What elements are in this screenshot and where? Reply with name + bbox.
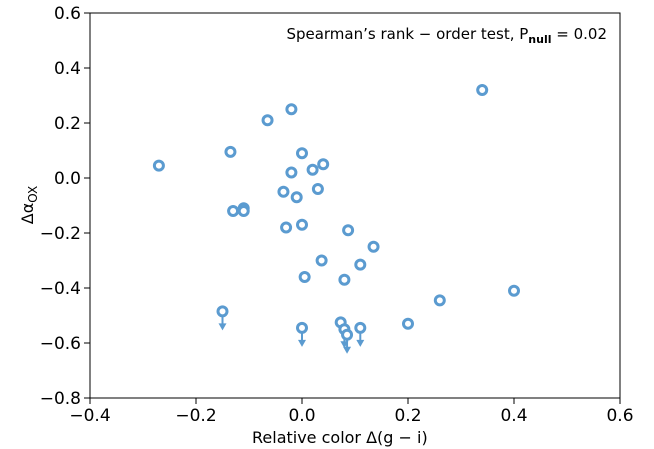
point	[476, 84, 489, 96]
point	[280, 221, 293, 234]
point	[298, 271, 311, 283]
x-axis-label: Relative color Δ(g − i)	[252, 428, 428, 447]
point	[342, 224, 355, 237]
y-tick-label: −0.8	[40, 389, 81, 409]
point	[338, 273, 351, 286]
point	[285, 103, 298, 116]
point	[296, 321, 308, 334]
annotation: Spearman’s rank − order test, Pnull = 0.…	[286, 25, 607, 46]
x-tick-label: 0.4	[500, 406, 527, 426]
y-tick-label: 0.6	[54, 4, 81, 24]
point	[296, 147, 308, 160]
point	[367, 240, 380, 253]
point	[216, 305, 229, 318]
point	[237, 205, 250, 217]
x-tick-label: −0.4	[69, 406, 110, 426]
y-tick-label: 0.4	[54, 59, 81, 79]
point	[261, 114, 274, 127]
upper-limit-arrowhead	[356, 339, 365, 347]
point	[433, 294, 446, 307]
y-tick-label: 0.0	[54, 169, 81, 189]
point	[341, 328, 354, 341]
point	[227, 205, 240, 217]
point	[354, 258, 367, 271]
point	[306, 163, 319, 176]
point	[296, 218, 308, 231]
point	[290, 191, 303, 204]
point	[224, 145, 237, 158]
x-tick-label: 0.6	[606, 406, 633, 426]
y-tick-label: −0.4	[40, 279, 81, 299]
annotation-rest: = 0.02	[551, 25, 607, 43]
y-tick-label: −0.6	[40, 334, 81, 354]
point	[402, 317, 414, 330]
point	[317, 158, 330, 171]
x-tick-label: 0.0	[288, 406, 315, 426]
y-tick-label: 0.2	[54, 114, 81, 134]
point	[354, 321, 367, 334]
point	[311, 183, 324, 195]
upper-limit-arrowhead	[218, 323, 227, 331]
x-tick-label: −0.2	[175, 406, 216, 426]
point	[508, 284, 520, 297]
y-label-main: Δα	[18, 203, 37, 225]
annotation-sub: null	[528, 33, 551, 46]
point	[277, 185, 290, 198]
upper-limit-arrowhead	[343, 346, 352, 354]
annotation-text: Spearman’s rank − order test, P	[286, 25, 528, 43]
x-tick-label: 0.2	[394, 406, 421, 426]
point	[315, 254, 328, 267]
plot-frame	[89, 12, 621, 399]
y-label-sub: OX	[26, 186, 40, 203]
point	[285, 166, 298, 179]
upper-limit-arrowhead	[298, 339, 306, 347]
y-axis-label: ΔαOX	[18, 186, 40, 224]
point	[152, 159, 165, 172]
y-tick-label: −0.2	[40, 224, 81, 244]
